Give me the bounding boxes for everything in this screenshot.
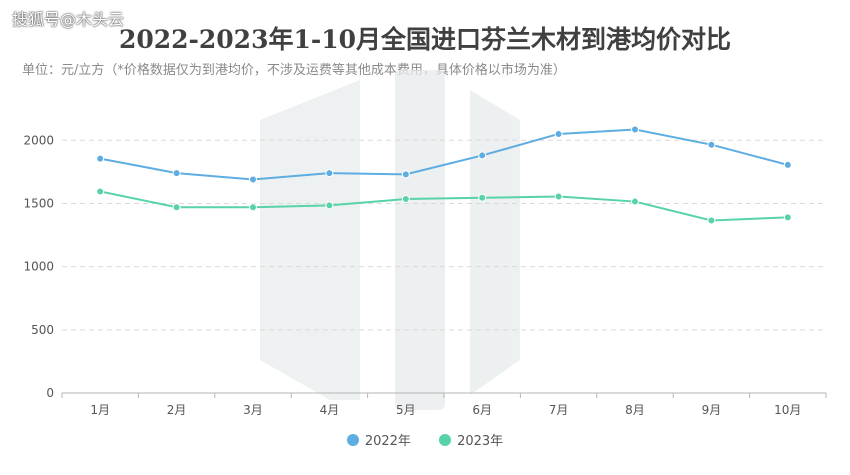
data-point [478,151,487,160]
data-point [707,216,716,225]
series-group [96,125,792,225]
data-point [96,154,105,163]
x-axis [61,392,827,398]
data-point [325,169,334,178]
legend-label-2023: 2023年 [457,434,504,449]
legend-label-2022: 2022年 [364,434,411,449]
grid-lines [62,139,826,331]
data-point [554,129,563,138]
y-tick-label: 500 [31,323,54,337]
data-point [249,175,257,184]
data-point [783,160,792,169]
background-logo [260,70,520,410]
legend-item-2022[interactable]: 2022年 [346,430,411,449]
legend-marker-2023 [439,433,452,446]
x-tick-label: 6月 [472,403,492,417]
series-line-1 [99,190,788,222]
legend-marker-2022 [346,433,359,446]
x-tick-label: 8月 [625,403,645,417]
data-point [631,197,639,206]
y-axis: 0 500 1000 1500 2000 [23,133,54,400]
data-point [172,169,181,178]
watermark: 搜狐号@木头云 [12,10,125,29]
data-point [401,170,410,179]
data-point [707,140,716,149]
data-point [172,203,181,212]
data-point [631,125,639,134]
data-point [96,187,105,196]
data-point [401,195,410,204]
data-point [783,213,792,222]
x-tick-label: 3月 [243,403,263,417]
legend: 2022年 2023年 [0,430,850,450]
x-tick-label: 10月 [774,403,801,417]
x-tick-labels: 1月 2月 3月 4月 5月 6月 7月 8月 9月 10月 [90,403,801,417]
y-tick-label: 0 [46,386,54,400]
x-tick-label: 2月 [167,403,187,417]
data-point [478,193,487,202]
chart-title: 2022-2023年1-10月全国进口芬兰木材到港均价对比 [118,25,732,54]
x-tick-label: 5月 [396,403,416,417]
y-tick-label: 2000 [23,133,54,147]
data-point [554,192,563,201]
legend-item-2023[interactable]: 2023年 [439,430,503,449]
x-tick-label: 4月 [320,403,340,417]
x-tick-label: 1月 [90,403,110,417]
x-tick-label: 7月 [549,403,569,417]
data-point [249,203,257,212]
series-line-0 [100,128,789,181]
data-point [325,201,334,210]
y-tick-label: 1000 [23,260,54,274]
y-tick-label: 1500 [23,196,54,210]
x-tick-label: 9月 [702,403,722,417]
